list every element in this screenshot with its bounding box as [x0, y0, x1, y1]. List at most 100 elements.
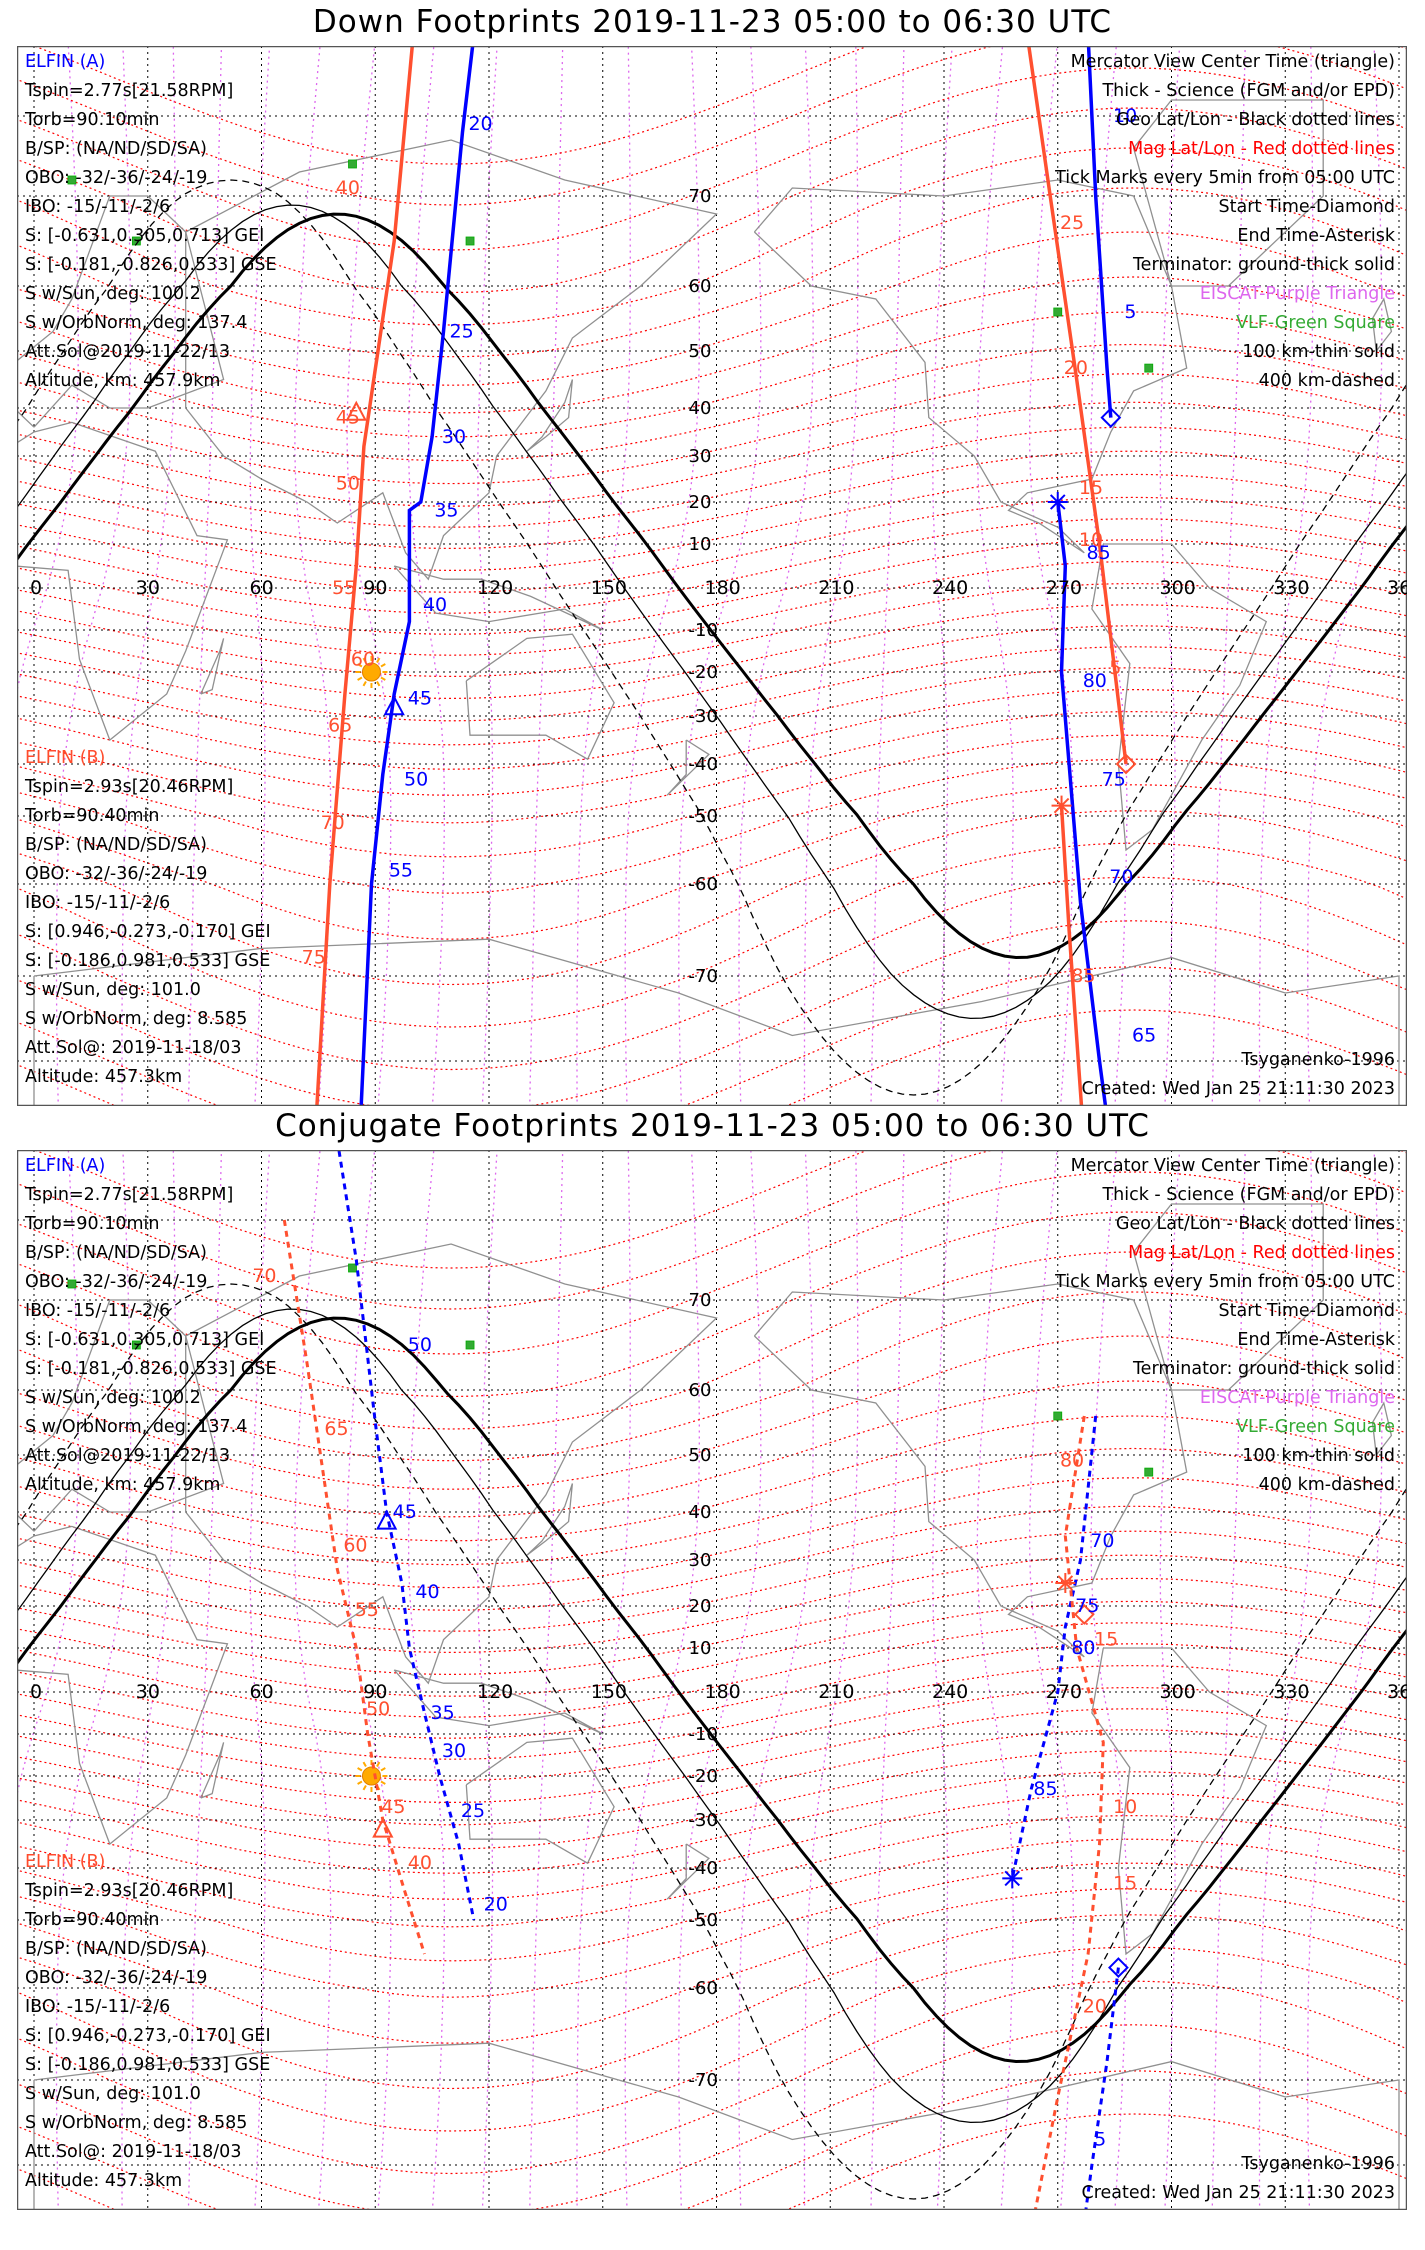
elfin-b-tick-label: 70: [321, 812, 345, 834]
legend-item: Geo Lat/Lon - Black dotted lines: [1115, 1214, 1395, 1234]
lat-tick-label: 30: [689, 446, 712, 467]
coastline: [200, 1742, 225, 1799]
legend-item: Tick Marks every 5min from 05:00 UTC: [1055, 168, 1395, 188]
map-svg: 2025303540455055858075706551040455055606…: [17, 46, 1407, 1106]
elfin-b-tick-label: 50: [336, 473, 360, 495]
mag-latitude-line: [17, 810, 1407, 986]
elfin-a-param: S w/OrbNorm, deg: 137.4: [25, 313, 248, 333]
elfin-a-tick-label: 50: [408, 1334, 432, 1356]
elfin-b-tick-label: 75: [302, 947, 326, 969]
elfin-b-track: [1059, 805, 1084, 1106]
lon-tick-label: 270: [1046, 1681, 1082, 1703]
elfin-b-tick-label: 70: [252, 1265, 276, 1287]
mag-latitude-line: [17, 1980, 1407, 2175]
map-svg: 5045403530252070758085570656055504540801…: [17, 1150, 1407, 2210]
elfin-b-param: IBO: -15/-11/-2/6: [25, 893, 171, 913]
elfin-b-param: S w/Sun, deg: 101.0: [25, 980, 201, 1000]
elfin-b-param: B/SP: (NA/ND/SD/SA): [25, 1939, 207, 1959]
panel-border: [17, 46, 1407, 1106]
vlf-square: [1144, 363, 1154, 373]
elfin-a-tick-label: 85: [1087, 542, 1111, 564]
legend-item: Thick - Science (FGM and/or EPD): [1102, 81, 1395, 101]
elfin-a-param: OBO: -32/-36/-24/-19: [25, 168, 208, 188]
coastline: [526, 379, 574, 452]
mag-latitude-line: [17, 1171, 1407, 1355]
lon-tick-label: 60: [250, 577, 274, 599]
mag-meridian: [870, 46, 905, 1106]
elfin-b-param: S: [0.946,-0.273,-0.170] GEI: [25, 922, 271, 942]
mag-latitude-line: [17, 1708, 1407, 1804]
elfin-a-track: [1056, 501, 1108, 1106]
vlf-square: [1144, 1467, 1154, 1477]
mag-latitude-line: [17, 604, 1407, 700]
mag-meridian: [932, 1150, 953, 2210]
mag-latitude-line: [17, 1771, 1407, 1874]
elfin-a-param: S: [-0.631,0.305,0.713] GEI: [25, 1330, 265, 1350]
legend-item: Start Time-Diamond: [1218, 197, 1395, 217]
lon-tick-label: 330: [1273, 1681, 1309, 1703]
lon-tick-label: 30: [136, 577, 160, 599]
mag-latitude-line: [17, 876, 1407, 1071]
elfin-a-param: S: [-0.631,0.305,0.713] GEI: [25, 226, 265, 246]
vlf-square: [1053, 1411, 1063, 1421]
elfin-b-param: Torb=90.40min: [25, 1910, 160, 1930]
elfin-a-tick-label: 75: [1102, 769, 1126, 791]
elfin-b-tick-label: 65: [328, 715, 352, 737]
mag-latitude-line: [17, 473, 1407, 572]
elfin-a-param: OBO: -32/-36/-24/-19: [25, 1272, 208, 1292]
elfin-a-tick-label: 75: [1075, 1595, 1099, 1617]
elfin-b-track: [282, 1219, 426, 1955]
mag-latitude-line: [17, 1622, 1407, 1718]
lat-tick-label: 10: [689, 1638, 712, 1659]
mag-latitude-line: [17, 1814, 1407, 1928]
elfin-b-param: Altitude: 457.3km: [25, 2171, 183, 2191]
lon-tick-label: 0: [30, 577, 42, 599]
elfin-b-tick-label: 45: [336, 407, 360, 429]
elfin-b-name: ELFIN (B): [25, 1852, 106, 1872]
coastline: [200, 638, 225, 695]
elfin-a-param: Tspin=2.77s[21.58RPM]: [25, 81, 234, 101]
vlf-square: [67, 175, 77, 185]
elfin-a-tick-label: 80: [1083, 670, 1107, 692]
mag-latitude-line: [17, 518, 1407, 614]
elfin-b-tick-label: 15: [1079, 477, 1103, 499]
lon-tick-label: 120: [477, 1681, 513, 1703]
elfin-b-param: IBO: -15/-11/-2/6: [25, 1997, 171, 2017]
legend-item: 100 km-thin solid: [1242, 1446, 1395, 1466]
elfin-a-tick-label: 45: [393, 1501, 417, 1523]
lat-tick-label: -40: [689, 1858, 718, 1879]
terminator-100km: [17, 204, 1407, 1020]
elfin-b-param: OBO: -32/-36/-24/-19: [25, 1968, 208, 1988]
legend-item: 400 km-dashed: [1258, 371, 1395, 391]
coastline: [666, 739, 710, 796]
terminator-400km: [17, 1283, 1407, 2200]
mag-latitude-line: [17, 758, 1407, 894]
elfin-a-track: [359, 46, 475, 1106]
elfin-b-name: ELFIN (B): [25, 748, 106, 768]
elfin-a-param: IBO: -15/-11/-2/6: [25, 1301, 171, 1321]
legend: Mercator View Center Time (triangle) Thic…: [1055, 1152, 1395, 1500]
lat-tick-label: 60: [689, 276, 712, 297]
mag-meridian: [477, 46, 498, 1106]
mag-latitude-line: [17, 1914, 1407, 2090]
mag-latitude-line: [17, 2113, 1407, 2210]
elfin-a-info: ELFIN (A) Tspin=2.77s[21.58RPM] Torb=90.10…: [25, 48, 277, 396]
elfin-b-tick-label: 15: [1094, 1629, 1118, 1651]
sun-icon: [355, 1760, 388, 1792]
lon-tick-label: 120: [477, 577, 513, 599]
lat-tick-label: -30: [689, 1810, 718, 1831]
elfin-b-param: OBO: -32/-36/-24/-19: [25, 864, 208, 884]
mag-latitude-line: [17, 426, 1407, 528]
mag-meridian: [738, 46, 814, 1106]
terminator-ground: [17, 1316, 1407, 2064]
lon-tick-label: 90: [363, 1681, 387, 1703]
coastline: [465, 1737, 615, 1865]
elfin-b-info: ELFIN (B) Tspin=2.93s[20.46RPM] Torb=90.40…: [25, 744, 271, 1092]
start-diamond-b: [1115, 753, 1137, 775]
lat-tick-label: -20: [689, 662, 718, 683]
elfin-a-param: S w/OrbNorm, deg: 137.4: [25, 1417, 248, 1437]
elfin-b-param: Att.Sol@: 2019-11-18/03: [25, 1038, 242, 1058]
legend-item: 100 km-thin solid: [1242, 342, 1395, 362]
end-asterisk-b: [1055, 1573, 1076, 1593]
coastline: [1371, 297, 1393, 352]
